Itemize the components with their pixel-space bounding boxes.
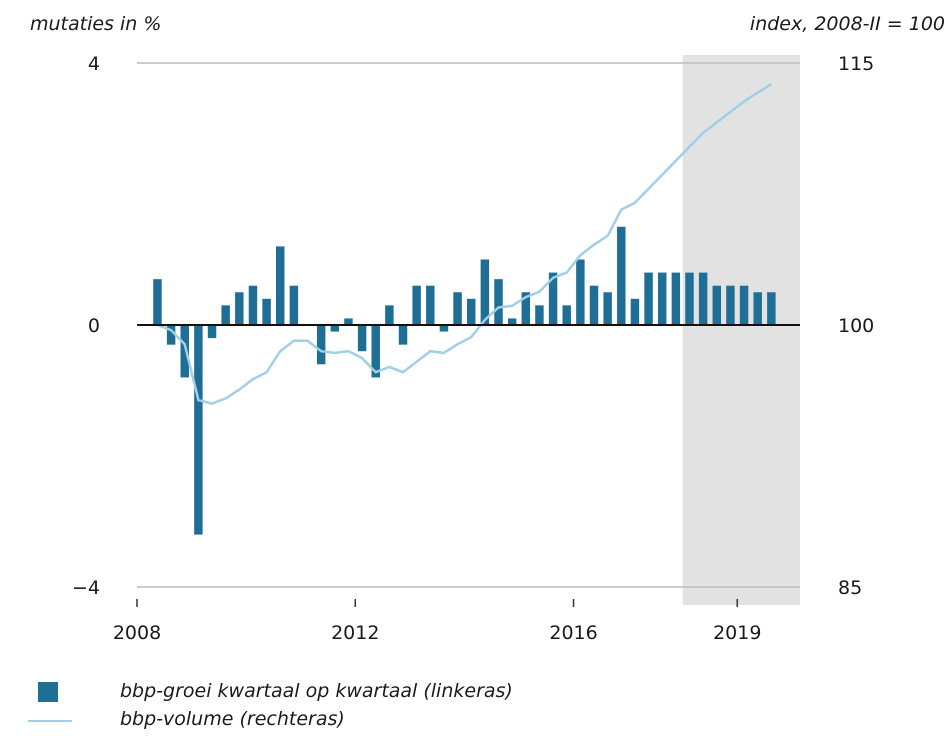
bar-q45 [753,292,762,325]
bar-q41 [698,272,708,325]
bar-q2 [166,325,176,345]
left-axis-title: mutaties in % [30,13,161,35]
right-tick-label-0: 115 [838,53,874,75]
bar-q6 [221,305,230,325]
bar-q1 [153,279,162,325]
bar-q11 [289,285,299,325]
legend-label-bars: bbp-groei kwartaal op kwartaal (linkeras… [120,680,513,702]
bar-q39 [671,272,681,325]
forecast-shade [682,55,800,605]
bar-q34 [603,292,612,325]
bar-q24 [466,298,476,325]
bar-q15 [344,318,353,325]
bar-q36 [630,298,640,325]
legend-bar-swatch [38,682,58,702]
left-tick-label-2: −4 [72,577,100,599]
bar-q3 [180,325,189,378]
bar-q5 [207,325,217,339]
bar-q29 [535,305,544,325]
bar-q18 [385,305,394,325]
bar-q23 [453,292,462,325]
bar-q40 [685,272,694,325]
x-tick-label-2019: 2019 [713,622,761,644]
line-series-bbp-volume [157,82,773,405]
bar-q27 [507,318,517,325]
bar-q14 [330,325,340,332]
bar-q21 [426,285,435,325]
bar-q4 [194,325,203,535]
bar-q26 [494,279,503,325]
bar-q38 [657,272,667,325]
right-tick-label-2: 85 [838,577,862,599]
bar-q30 [548,272,558,325]
bar-q32 [576,259,585,325]
bar-series [153,226,776,535]
right-axis-ticks: 115 100 85 [838,53,874,599]
bar-q22 [439,325,449,332]
bar-q10 [276,246,285,325]
right-tick-label-1: 100 [838,315,874,337]
bar-q31 [562,305,571,325]
bar-q16 [357,325,367,352]
x-axis: 2008 2012 2016 2019 [113,599,761,644]
bar-q33 [589,285,599,325]
bar-q9 [262,298,271,325]
bar-q44 [739,285,749,325]
bar-q35 [617,226,626,325]
bar-q37 [644,272,653,325]
right-axis-title: index, 2008-II = 100 [750,13,945,35]
bar-q46 [767,292,776,325]
bar-q25 [480,259,490,325]
bar-q28 [521,292,531,325]
left-axis-ticks: 4 0 −4 [72,53,100,599]
bar-q19 [398,325,408,345]
left-tick-label-1: 0 [88,315,100,337]
bar-q8 [248,285,258,325]
legend-label-line: bbp-volume (rechteras) [120,708,345,730]
bar-q42 [712,285,722,325]
left-tick-label-0: 4 [88,53,100,75]
legend-line-swatch [28,720,72,722]
x-tick-label-2012: 2012 [331,622,379,644]
bar-q20 [412,285,421,325]
bar-q7 [235,292,244,325]
x-tick-label-2008: 2008 [113,622,161,644]
bar-q43 [726,285,735,325]
bar-q17 [371,325,380,378]
bar-q13 [316,325,326,365]
x-tick-label-2016: 2016 [549,622,597,644]
